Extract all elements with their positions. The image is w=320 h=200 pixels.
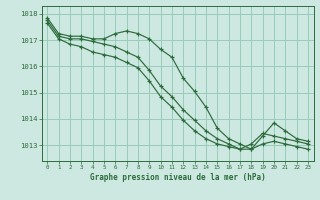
X-axis label: Graphe pression niveau de la mer (hPa): Graphe pression niveau de la mer (hPa) [90,173,266,182]
